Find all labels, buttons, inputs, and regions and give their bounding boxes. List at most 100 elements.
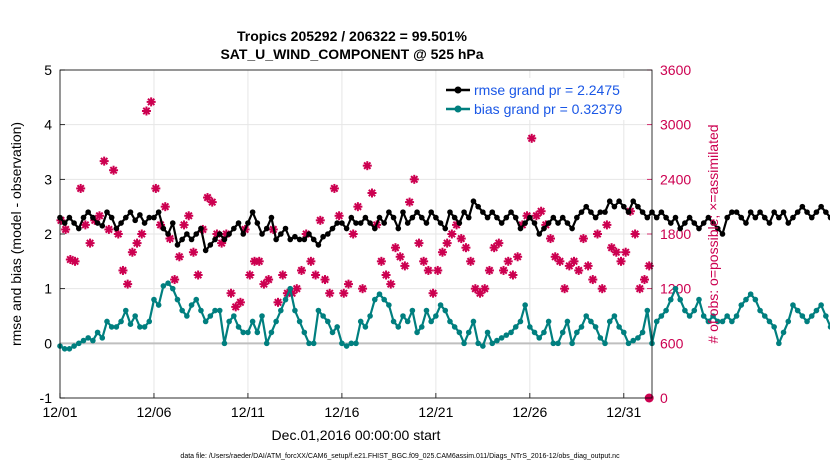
rmse-point xyxy=(517,225,524,232)
x-tick-label: 12/16 xyxy=(324,404,359,420)
bias-point xyxy=(240,329,247,336)
rmse-point xyxy=(606,198,613,204)
x-tick-label: 12/01 xyxy=(42,404,77,420)
rmse-point xyxy=(263,225,270,232)
rmse-point xyxy=(691,220,698,226)
bias-point xyxy=(75,340,82,347)
bias-point xyxy=(686,313,693,319)
rmse-point xyxy=(184,231,190,237)
bias-point xyxy=(61,346,68,352)
bias-point xyxy=(729,318,735,325)
assimilated-marker xyxy=(94,211,104,221)
assimilated-marker xyxy=(113,229,123,239)
rmse-point xyxy=(188,236,195,243)
bias-point xyxy=(90,337,96,344)
rmse-point xyxy=(169,220,176,226)
bias-point xyxy=(559,329,566,336)
bias-point xyxy=(343,343,350,349)
x-axis: 12/01 12/06 12/11 12/16 12/21 12/26 12/31 xyxy=(42,404,641,420)
bias-point xyxy=(249,318,256,325)
bias-point xyxy=(808,313,815,319)
rmse-point xyxy=(625,209,632,215)
rmse-point xyxy=(639,209,646,215)
bias-point xyxy=(827,324,830,330)
bias-point xyxy=(94,329,101,336)
rmse-point xyxy=(635,203,641,210)
legend-box xyxy=(440,78,648,120)
rmse-point xyxy=(630,198,637,204)
assimilated-marker xyxy=(639,275,649,285)
bias-point xyxy=(390,318,397,325)
rmse-point xyxy=(85,209,91,215)
rmse-point xyxy=(202,247,209,254)
assimilated-marker xyxy=(611,247,621,257)
bias-point xyxy=(118,318,124,325)
assimilated-marker xyxy=(160,202,170,212)
assimilated-marker xyxy=(381,270,391,280)
rmse-point xyxy=(80,214,87,221)
assimilated-marker xyxy=(452,220,462,230)
rmse-point xyxy=(90,214,96,221)
rmse-point xyxy=(320,233,326,240)
rmse-point xyxy=(804,209,810,215)
bias-point xyxy=(174,296,181,303)
bias-point xyxy=(602,340,608,347)
bias-point xyxy=(245,329,251,336)
assimilated-marker xyxy=(405,197,415,207)
bias-point xyxy=(818,302,824,308)
assimilated-marker xyxy=(245,270,255,280)
bias-point xyxy=(85,335,91,341)
assimilated-marker xyxy=(278,270,288,280)
assimilated-marker xyxy=(630,229,640,239)
rmse-point xyxy=(611,203,618,210)
bias-point xyxy=(273,318,279,325)
bias-point xyxy=(512,324,519,330)
bias-point xyxy=(80,337,87,344)
bias-point xyxy=(536,335,543,341)
assimilated-marker xyxy=(123,279,133,289)
assimilated-marker xyxy=(151,183,161,193)
rmse-point xyxy=(677,225,683,232)
rmse-point xyxy=(146,214,153,221)
bias-point xyxy=(306,340,312,347)
assimilated-marker xyxy=(358,284,368,294)
assimilated-marker xyxy=(193,270,203,280)
rmse-point xyxy=(696,225,702,232)
rmse-point xyxy=(113,225,120,232)
assimilated-marker xyxy=(137,229,147,239)
bias-point xyxy=(677,296,683,303)
rmse-point xyxy=(489,209,496,215)
rmse-point xyxy=(818,203,824,210)
bias-point xyxy=(761,313,768,319)
rmse-point xyxy=(254,220,261,226)
assimilated-marker xyxy=(546,234,556,244)
y-right-tick-label: 3000 xyxy=(660,117,691,133)
rmse-point xyxy=(724,214,730,221)
assimilated-marker xyxy=(484,265,494,275)
assimilated-marker xyxy=(480,284,490,294)
bias-point xyxy=(747,291,754,297)
bias-point xyxy=(498,335,505,341)
bias-line xyxy=(59,282,830,350)
rmse-point xyxy=(588,209,594,215)
assimilated-marker xyxy=(503,256,513,266)
y-tick-label: 4 xyxy=(44,117,52,133)
bias-point xyxy=(494,337,500,344)
assimilated-marker xyxy=(386,279,396,289)
rmse-point xyxy=(231,225,237,232)
rmse-point xyxy=(151,214,157,221)
bias-point xyxy=(752,296,759,303)
assimilated-marker xyxy=(447,229,457,239)
assimilated-marker xyxy=(428,288,438,298)
rmse-point xyxy=(766,220,773,226)
bias-point xyxy=(700,313,707,319)
assimilated-marker xyxy=(461,243,471,253)
rmse-point xyxy=(705,214,712,221)
rmse-point xyxy=(559,214,566,221)
assimilated-marker xyxy=(555,256,565,266)
rmse-point xyxy=(621,203,627,210)
y-axis-right-label: # of obs: o=possible; ×=assimilated xyxy=(705,124,721,343)
rmse-point xyxy=(658,209,665,215)
rmse-point xyxy=(461,209,467,215)
assimilated-marker xyxy=(264,275,274,285)
